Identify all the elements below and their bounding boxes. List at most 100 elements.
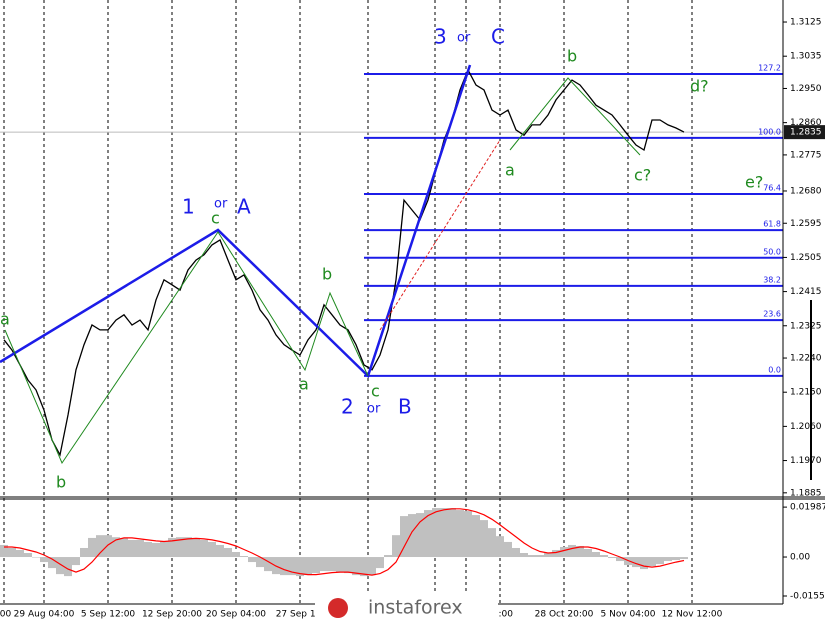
- macd-bar: [608, 557, 616, 559]
- x-tick-label: 5 Nov 04:00: [601, 610, 656, 620]
- fib-label: 23.6: [763, 310, 781, 319]
- macd-bar: [416, 513, 424, 558]
- macd-bar: [512, 547, 520, 558]
- macd-bar: [296, 557, 304, 577]
- x-tick-label: 5 Sep 12:00: [81, 610, 136, 620]
- macd-bar: [648, 557, 656, 567]
- wave-label: 1: [182, 195, 195, 219]
- macd-bar: [640, 557, 648, 570]
- macd-bar: [192, 537, 200, 558]
- fib-label: 127.2: [758, 64, 781, 73]
- price-line: [3, 68, 685, 457]
- macd-bar: [248, 557, 256, 563]
- macd-bar: [304, 557, 312, 576]
- macd-bar: [32, 557, 40, 558]
- macd-bar: [328, 557, 336, 572]
- watermark: instaforex: [315, 591, 498, 625]
- wave-label: b: [567, 47, 577, 66]
- y-tick-label: 1.2240: [790, 354, 822, 364]
- macd-bar: [24, 553, 32, 558]
- y-tick-label: -0.01551: [790, 591, 825, 601]
- y-tick-label: 0.00: [790, 553, 810, 563]
- macd-bar: [664, 557, 672, 562]
- wave-label: b: [322, 265, 332, 284]
- x-tick-label: 12 Nov 12:00: [662, 610, 723, 620]
- macd-bar: [104, 535, 112, 558]
- wave-label: 2: [341, 395, 354, 419]
- macd-bar: [144, 541, 152, 558]
- x-tick-label: 12:00: [487, 610, 513, 620]
- macd-bar: [432, 508, 440, 558]
- y-tick-label: 1.2415: [790, 287, 822, 297]
- y-tick-label: 1.2775: [790, 150, 822, 160]
- y-tick-label: 1.3035: [790, 52, 822, 62]
- watermark-text: instaforex: [368, 597, 463, 619]
- macd-bar: [88, 537, 96, 558]
- wave-label: or: [367, 402, 381, 417]
- wave-label: a: [0, 310, 10, 329]
- y-tick-label: 1.1970: [790, 456, 822, 466]
- wave-label: A: [237, 195, 251, 219]
- macd-bar: [544, 553, 552, 558]
- y-tick-label: 1.2060: [790, 422, 822, 432]
- macd-bar: [80, 547, 88, 558]
- wave-line-major: [0, 64, 472, 379]
- macd-bar: [440, 508, 448, 558]
- macd-bar: [128, 539, 136, 558]
- x-tick-label: 20 Sep 04:00: [206, 610, 266, 620]
- macd-bar: [312, 557, 320, 574]
- y-tick-label: 1.2680: [790, 186, 822, 196]
- fib-label: 61.8: [763, 220, 781, 229]
- y-tick-label: 1.2595: [790, 219, 822, 229]
- y-tick-label: 1.2150: [790, 388, 822, 398]
- macd-bar: [480, 520, 488, 558]
- macd-bar: [8, 547, 16, 558]
- wave-line-minor: [4, 231, 369, 465]
- watermark-logo: [328, 598, 348, 618]
- macd-bar: [424, 510, 432, 558]
- macd-bar: [320, 557, 328, 572]
- macd-bar: [168, 537, 176, 558]
- wave-label: c: [211, 209, 220, 228]
- fib-label: 100.0: [758, 127, 781, 136]
- macd-bar: [16, 549, 24, 558]
- wave-label: c: [371, 382, 380, 401]
- wave-label: b: [56, 473, 66, 492]
- macd-bar: [120, 537, 128, 558]
- y-tick-label: 0.01987: [790, 503, 825, 513]
- macd-bar: [504, 541, 512, 558]
- y-tick-label: 1.2325: [790, 321, 822, 331]
- macd-bar: [344, 557, 352, 574]
- macd-bar: [184, 537, 192, 558]
- macd-bar: [600, 555, 608, 558]
- macd-bar: [616, 557, 624, 562]
- macd-bar: [232, 552, 240, 558]
- wave-label: e?: [745, 173, 763, 192]
- wave-label: or: [457, 31, 471, 46]
- macd-bar: [680, 557, 688, 560]
- wave-label: d?: [690, 77, 709, 96]
- macd-bar: [568, 544, 576, 558]
- x-tick-label: 28 Oct 20:00: [535, 610, 594, 620]
- y-tick-label: 1.2505: [790, 253, 822, 263]
- macd-bar: [400, 516, 408, 558]
- macd-bar: [368, 557, 376, 576]
- wave-lines: [0, 64, 641, 465]
- macd-bar: [280, 557, 288, 576]
- macd-bar: [200, 539, 208, 558]
- macd-bar: [136, 539, 144, 558]
- y-tick-label: 1.1885: [790, 488, 822, 498]
- macd-bar: [496, 536, 504, 558]
- macd-bar: [72, 557, 80, 566]
- macd-bar: [592, 552, 600, 558]
- wave-label: c?: [634, 166, 651, 185]
- macd-bar: [584, 548, 592, 558]
- fib-label: 38.2: [763, 275, 781, 284]
- macd-bar: [552, 549, 560, 558]
- macd-bar: [472, 515, 480, 558]
- fib-label: 50.0: [763, 247, 781, 256]
- macd-bar: [64, 557, 72, 577]
- macd-bar: [48, 557, 56, 569]
